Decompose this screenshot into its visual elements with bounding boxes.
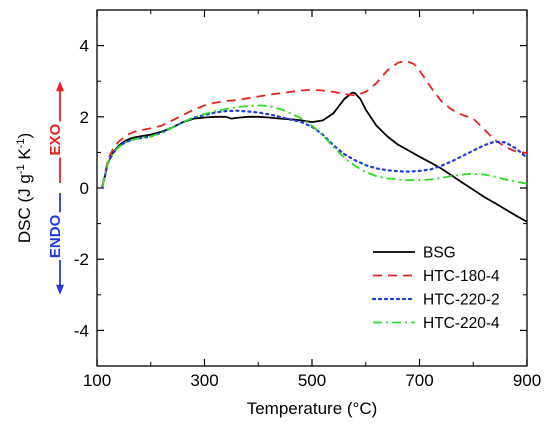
plot-frame: [96, 9, 528, 367]
endo-arrowhead: [56, 284, 64, 295]
y-tick-label: 4: [80, 37, 89, 56]
legend-label: BSG: [423, 245, 456, 262]
exo-label: EXO: [47, 123, 64, 155]
legend-label: HTC-180-4: [423, 268, 500, 285]
y-tick-label: -2: [74, 250, 89, 269]
x-tick-label: 900: [513, 371, 541, 390]
axis-ticks: 100 300 500 700 900 -4 -2 0 2 4: [74, 9, 541, 390]
annotation-bg: [47, 212, 64, 261]
legend-label: HTC-220-4: [423, 315, 500, 332]
x-tick-label: 300: [190, 371, 218, 390]
y-axis-title: DSC (J g-1 K-1): [15, 133, 34, 243]
x-tick-label: 100: [83, 371, 111, 390]
y-tick-label: 0: [80, 179, 89, 198]
legend-label: HTC-220-2: [423, 292, 500, 309]
y-tick-label: 2: [80, 108, 89, 127]
exo-arrowhead: [56, 81, 64, 92]
exo-endo-annotation: EXO ENDO: [47, 81, 64, 295]
y-tick-label: -4: [74, 321, 89, 340]
series-line-htc-220-4: [101, 104, 528, 187]
endo-label: ENDO: [47, 214, 64, 258]
series-line-bsg: [101, 91, 528, 223]
series-line-htc-180-4: [101, 60, 528, 187]
series-lines: [101, 60, 529, 223]
x-axis-title: Temperature (°C): [247, 399, 378, 418]
x-tick-label: 500: [298, 371, 326, 390]
legend: BSG HTC-180-4 HTC-220-2 HTC-220-4: [371, 245, 500, 332]
annotation-bg: [47, 121, 64, 158]
x-tick-label: 700: [405, 371, 433, 390]
